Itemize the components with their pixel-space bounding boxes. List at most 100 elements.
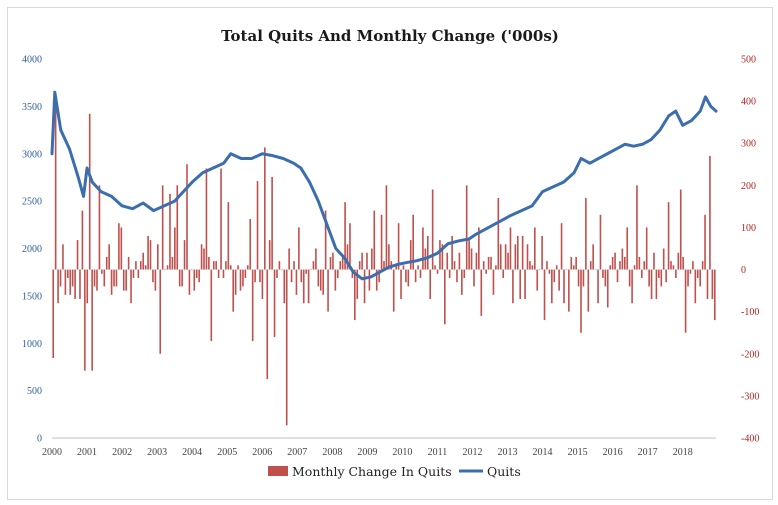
monthly-change-bar <box>298 227 300 270</box>
legend-label-quits: Quits <box>487 464 521 479</box>
monthly-change-bar <box>660 269 663 287</box>
monthly-change-bar <box>504 244 507 270</box>
monthly-change-bar <box>701 261 704 270</box>
monthly-change-bar <box>667 202 670 270</box>
monthly-change-bar <box>98 185 101 270</box>
monthly-change-bar <box>52 269 55 358</box>
monthly-change-bar <box>407 269 410 287</box>
monthly-change-bar <box>655 269 658 300</box>
chart-frame <box>7 7 773 500</box>
monthly-change-bar <box>543 269 546 321</box>
monthly-change-bar <box>127 256 130 270</box>
monthly-change-bar <box>183 240 186 270</box>
monthly-change-bar <box>558 269 560 291</box>
x-axis-tick-label: 2000 <box>42 447 62 458</box>
monthly-change-bar <box>434 265 436 270</box>
monthly-change-bar <box>679 189 682 270</box>
left-axis-tick-label: 500 <box>27 386 42 397</box>
monthly-change-bar <box>332 252 334 270</box>
monthly-change-bar <box>499 244 502 270</box>
x-axis-tick-label: 2004 <box>182 447 202 458</box>
monthly-change-bar <box>546 261 548 270</box>
monthly-change-bar <box>295 269 298 295</box>
monthly-change-bar <box>609 265 612 270</box>
x-axis-tick-label: 2008 <box>322 447 342 458</box>
monthly-change-bar <box>448 269 451 278</box>
left-axis-tick-label: 2500 <box>22 197 42 208</box>
monthly-change-bar <box>229 265 232 270</box>
monthly-change-bar <box>103 269 106 287</box>
monthly-change-bar <box>132 269 135 278</box>
monthly-change-bar <box>290 269 293 283</box>
x-axis-tick-label: 2005 <box>217 447 237 458</box>
monthly-change-bar <box>444 269 446 325</box>
monthly-change-bar <box>64 269 67 295</box>
monthly-change-bar <box>57 269 59 304</box>
monthly-change-bar <box>553 269 556 283</box>
monthly-change-bar <box>650 269 653 300</box>
monthly-change-bar <box>203 248 205 270</box>
monthly-change-bar <box>495 265 497 270</box>
monthly-change-bar <box>446 252 449 270</box>
monthly-change-bar <box>431 189 434 270</box>
monthly-change-bar <box>405 269 407 283</box>
monthly-change-bar <box>684 269 687 333</box>
legend-label-monthly-change: Monthly Change In Quits <box>292 464 452 479</box>
monthly-change-bar <box>388 244 390 270</box>
monthly-change-bar <box>227 202 230 270</box>
monthly-change-bar <box>555 265 558 270</box>
monthly-change-bar <box>346 244 349 270</box>
monthly-change-bar <box>531 265 534 270</box>
monthly-change-bar <box>268 240 271 270</box>
monthly-change-bars <box>52 96 716 426</box>
x-axis-tick-label: 2006 <box>252 447 272 458</box>
monthly-change-bar <box>616 269 619 283</box>
monthly-change-bar <box>334 269 337 291</box>
x-axis-tick-label: 2010 <box>392 447 412 458</box>
x-axis-tick-label: 2013 <box>498 447 518 458</box>
quits-line <box>50 90 718 281</box>
legend: Monthly Change In Quits Quits <box>268 464 521 479</box>
right-axis-tick-label: -300 <box>741 391 759 402</box>
monthly-change-bar <box>222 269 225 278</box>
left-axis-tick-label: 2000 <box>22 244 42 255</box>
monthly-change-bar <box>397 223 400 270</box>
monthly-change-bar <box>599 214 602 270</box>
monthly-change-bar <box>597 269 599 304</box>
monthly-change-bar <box>225 261 227 270</box>
monthly-change-bar <box>341 256 344 270</box>
monthly-change-bar <box>86 269 89 304</box>
monthly-change-bar <box>458 252 461 270</box>
monthly-change-bar <box>570 256 573 270</box>
monthly-change-bar <box>259 269 261 283</box>
monthly-change-bar <box>619 261 621 270</box>
monthly-change-bar <box>395 265 397 270</box>
left-axis-tick-label: 4000 <box>22 55 42 66</box>
monthly-change-bar <box>317 269 320 287</box>
monthly-change-bar <box>653 252 655 270</box>
monthly-change-bar <box>536 269 539 291</box>
monthly-change-bar <box>478 227 480 270</box>
monthly-change-bar <box>351 269 354 278</box>
monthly-change-bar <box>614 252 616 270</box>
monthly-change-bar <box>74 269 76 300</box>
monthly-change-bar <box>580 269 582 333</box>
monthly-change-bar <box>439 240 441 270</box>
monthly-change-bar <box>159 269 162 354</box>
monthly-change-bar <box>473 269 475 287</box>
monthly-change-bar <box>101 269 103 274</box>
monthly-change-bar <box>426 235 429 270</box>
monthly-change-bar <box>563 269 565 304</box>
monthly-change-bar <box>400 269 402 300</box>
monthly-change-bar <box>611 256 614 270</box>
monthly-change-bar <box>482 261 485 270</box>
left-axis-tick-label: 3000 <box>22 149 42 160</box>
monthly-change-bar <box>200 244 203 270</box>
monthly-change-bar <box>587 269 590 312</box>
monthly-change-bar <box>336 269 339 278</box>
right-axis-tick-label: -100 <box>741 307 759 318</box>
monthly-change-bar <box>565 269 568 271</box>
monthly-change-bar <box>188 269 191 295</box>
monthly-change-bar <box>149 240 152 270</box>
monthly-change-bar <box>375 269 378 291</box>
